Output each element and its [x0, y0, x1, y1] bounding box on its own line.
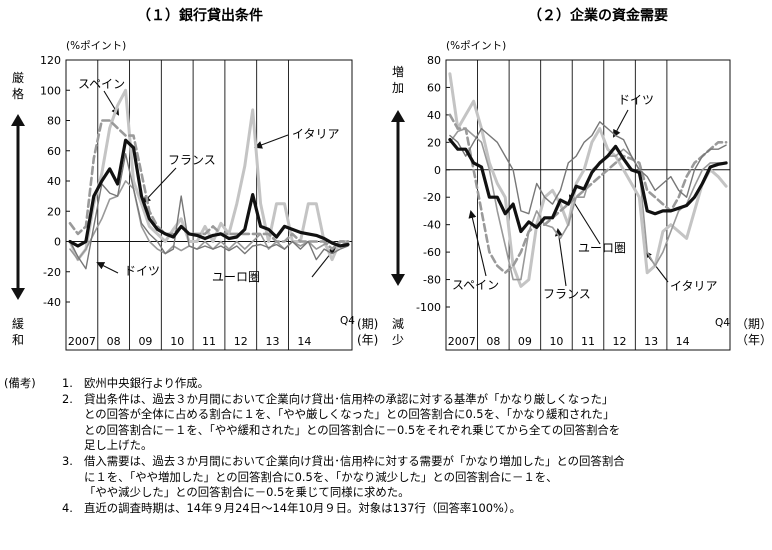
panel1-y-tick-label: 0 [54, 236, 61, 249]
panel2-arrow-down-icon [391, 274, 405, 286]
panel2-year-label: （年） [736, 333, 772, 347]
svg-text:減: 減 [392, 316, 404, 331]
panel2-label-france: フランス [543, 287, 591, 301]
panel1-y-tick-label: 80 [47, 115, 61, 128]
panel1-axis-note-bottom: 緩 和 [12, 317, 24, 347]
panel1-y-tick-label: -20 [43, 266, 61, 279]
panel1-x-tick-label: 13 [266, 335, 280, 348]
svg-text:加: 加 [392, 81, 404, 95]
panel1-year-label: (年) [357, 333, 378, 347]
panel2-series-line [448, 138, 728, 234]
panel2-y-tick-label: 0 [434, 164, 441, 177]
panel1-title: （１）銀行貸出条件 [137, 7, 263, 24]
panel1-x-tick-label: 14 [297, 335, 311, 348]
panel2-y-tick-label: -20 [423, 191, 441, 204]
panel1-x-tick-label: 2007 [68, 335, 96, 348]
panel2-callouts [468, 109, 669, 287]
panel2-x-tick-label: 2007 [448, 335, 476, 348]
panel2-y-tick-label: -100 [416, 301, 441, 314]
note-item: 2. 貸出条件は、過去３か月間において企業向け貸出･信用枠の承認に対する基準が「… [62, 391, 621, 453]
panel2-series-line [448, 72, 728, 288]
panel2-series-line [449, 121, 727, 215]
panel2-plot-frame [445, 59, 731, 351]
panel1-q4-label: Q4 [340, 315, 355, 327]
panel2-label-spain: スペイン [452, 278, 499, 292]
notes-heading: (備考) [4, 376, 36, 390]
panel1-unit-label: (%ポイント) [66, 40, 126, 52]
panel1-x-tick-label: 11 [202, 335, 216, 348]
panel2-unit-label: (%ポイント) [446, 40, 506, 52]
svg-text:増: 増 [392, 65, 404, 79]
panel1-x-tick-label: 09 [138, 335, 152, 348]
panel1-arrow-down-icon [11, 288, 25, 300]
panel2-label-germany: ドイツ [618, 93, 654, 107]
panel2-period-label: （期） [736, 317, 772, 331]
panel2-y-tick-label: 80 [427, 54, 441, 67]
panel1-period-label: (期) [357, 317, 378, 331]
panel1-x-tick-label: 10 [170, 335, 184, 348]
panel1-y-tick-label: 40 [47, 175, 61, 188]
panel2-y-tick-label: 60 [427, 81, 441, 94]
panel2-x-tick-label: 09 [518, 335, 532, 348]
panel2-axis-note-top: 増 加 [392, 65, 404, 95]
panel1-label-spain: スペイン [78, 77, 125, 91]
panel1-y-tick-label: 120 [40, 54, 61, 67]
panel1-y-tick-label: 60 [47, 145, 61, 158]
panel2-arrow-up-icon [391, 110, 405, 122]
panel2-axis-note-bottom: 減 少 [392, 316, 404, 347]
svg-text:格: 格 [12, 86, 24, 101]
panel2-q4-label: Q4 [715, 317, 730, 329]
panel1-series-line [68, 88, 350, 262]
panel2-x-tick-label: 10 [549, 335, 563, 348]
panel2-x-tick-label: 13 [644, 335, 658, 348]
chart-figure: （１）銀行貸出条件 (%ポイント) 厳 格 緩 和 Q4 (期) (年) （２）… [11, 7, 772, 351]
svg-text:厳: 厳 [12, 71, 24, 85]
panel1-arrow-up-icon [11, 114, 25, 126]
svg-text:和: 和 [12, 333, 24, 347]
panel2-label-italy: イタリア [670, 279, 718, 293]
panel1-series-line [68, 119, 350, 251]
panel2-y-tick-label: -60 [423, 246, 441, 259]
notes-section: (備考) 1. 欧州中央銀行より作成。 2. 貸出条件は、過去３か月間において企… [4, 376, 768, 516]
panel2-title: （２）企業の資金需要 [528, 7, 668, 24]
panel2-y-tick-label: -40 [423, 219, 441, 232]
panel1-y-tick-label: 100 [40, 84, 61, 97]
panel1-label-italy: イタリア [292, 127, 340, 141]
note-item: 3. 借入需要は、過去３か月間において企業向け貸出･信用枠に対する需要が「かなり… [62, 453, 625, 500]
panel1-label-euro: ユーロ圏 [212, 270, 260, 284]
panel2-y-tick-label: 20 [427, 136, 441, 149]
panel2-x-tick-label: 14 [676, 335, 690, 348]
panel2-y-tick-label: 40 [427, 109, 441, 122]
panel2-series-line [448, 113, 728, 275]
panel1-label-germany: ドイツ [124, 264, 160, 278]
panel1-x-tick-label: 12 [234, 335, 248, 348]
panel1-plot-frame [65, 59, 353, 351]
panel1-series-line [69, 153, 349, 270]
panel1-series-line [69, 180, 349, 261]
svg-text:緩: 緩 [12, 317, 24, 331]
panel1-y-tick-label: -40 [43, 296, 61, 309]
panel2-x-tick-label: 08 [486, 335, 500, 348]
note-item: 4. 直近の調査時期は、14年９月24日～14年10月９日。対象は137行（回答… [62, 500, 521, 515]
panel2-label-euro: ユーロ圏 [578, 241, 626, 255]
note-item: (備考) 1. 欧州中央銀行より作成。 [4, 376, 210, 390]
panel1-series-line [68, 138, 350, 248]
panel1-x-tick-label: 08 [107, 335, 121, 348]
svg-text:少: 少 [392, 333, 404, 347]
panel2-y-tick-label: -80 [423, 274, 441, 287]
panel1-axis-note-top: 厳 格 [12, 71, 24, 101]
panel1-y-tick-label: 20 [47, 205, 61, 218]
panel2-x-tick-label: 12 [613, 335, 627, 348]
panel1-label-france: フランス [168, 153, 216, 167]
panel2-x-tick-label: 11 [581, 335, 595, 348]
